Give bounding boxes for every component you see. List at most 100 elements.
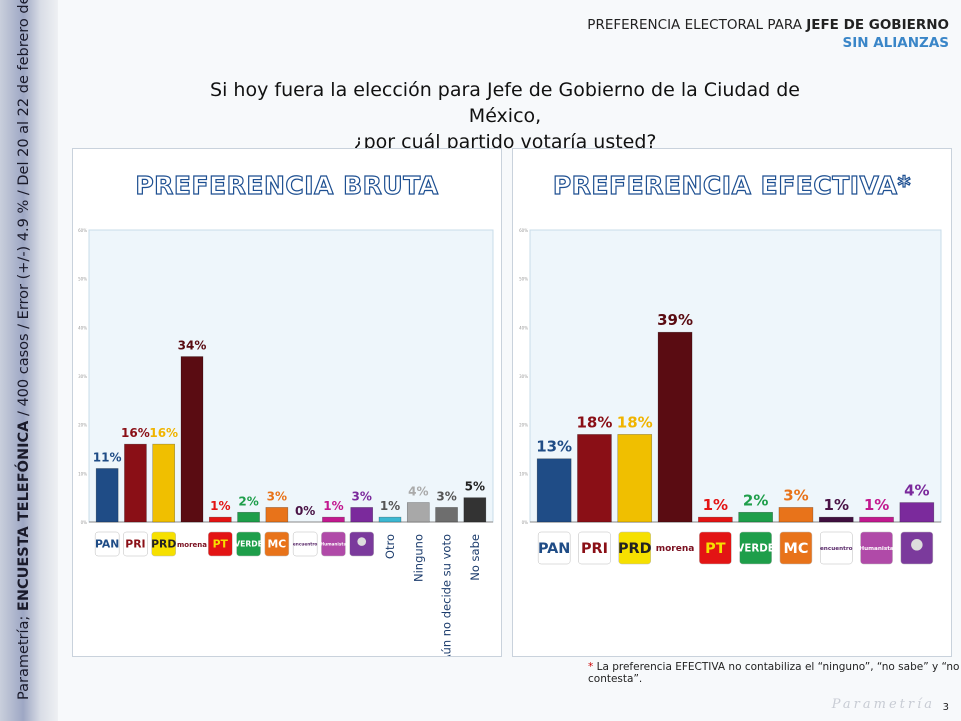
data-label: 1% <box>824 496 849 514</box>
bar-independiente <box>899 502 935 523</box>
bar-encuentro-social <box>818 516 854 523</box>
bar-humanista <box>322 516 345 523</box>
question-line-1: Si hoy fuera la elección para Jefe de Go… <box>210 79 800 127</box>
party-logo-prd <box>618 531 651 565</box>
category-label: No sabe <box>468 534 482 581</box>
party-logo-pt <box>208 531 233 557</box>
data-label: 0% <box>295 504 315 518</box>
data-label: 1% <box>703 496 728 514</box>
data-label: 2% <box>238 494 258 508</box>
category-label: Aún no decide su voto <box>440 534 454 656</box>
survey-question: Si hoy fuera la elección para Jefe de Go… <box>180 77 830 155</box>
source-prefix: Parametría; <box>16 611 32 700</box>
survey-methodology-note: Parametría; ENCUESTA TELEFÓNICA / 400 ca… <box>16 0 32 700</box>
survey-type: ENCUESTA TELEFÓNICA <box>16 420 32 612</box>
bar-pan <box>536 458 572 523</box>
independent-silhouette-icon <box>357 537 367 546</box>
bar-pan <box>95 468 119 523</box>
category-label: Ninguno <box>411 534 425 582</box>
party-logo-text: encuentro <box>293 541 317 547</box>
y-tick-label: 20% <box>519 423 528 428</box>
chart-title: PREFERENCIA BRUTA <box>135 170 439 200</box>
bar-morena <box>180 356 204 523</box>
bar-pri <box>577 434 612 523</box>
data-label: 13% <box>536 438 572 456</box>
bar-movimiento-ciudadano <box>265 507 289 523</box>
chart-preferencia-efectiva: 0% 10% 20% 30% 40% 50% 60% 13% PAN 18% PRI 18% PRD 39… <box>519 228 942 565</box>
y-tick-label: 50% <box>78 277 87 282</box>
party-logo-pan <box>94 531 120 557</box>
data-label: 1% <box>864 496 889 514</box>
morena-logo: morena <box>656 544 695 554</box>
bar-movimiento-ciudadano <box>778 507 814 523</box>
data-label: 1% <box>323 499 343 513</box>
panel-preferencia-efectiva: PREFERENCIA EFECTIVA* 0% 10% 20% 30% 40% 50% 6… <box>512 148 952 657</box>
question-line-2: ¿por cuál partido votaría usted? <box>353 131 657 153</box>
y-tick-label: 40% <box>519 325 528 330</box>
data-label: 16% <box>121 426 150 440</box>
footnote-star: * <box>588 661 594 673</box>
party-logo-pri <box>123 531 148 557</box>
bar-prd <box>617 434 653 523</box>
data-label: 5% <box>465 480 485 494</box>
data-label: 4% <box>904 482 929 500</box>
y-tick-label: 20% <box>78 423 87 428</box>
data-label: 3% <box>436 489 456 503</box>
party-logo-text: Humanista <box>321 541 347 547</box>
data-label: 18% <box>617 413 653 431</box>
party-logo-text: VERDE <box>737 542 775 554</box>
party-logo-text: PT <box>705 541 726 557</box>
party-logo-prd <box>151 531 176 557</box>
data-label: 1% <box>380 499 400 513</box>
party-logo-pt <box>699 531 732 565</box>
data-label: 34% <box>178 339 207 353</box>
data-label: 3% <box>352 489 372 503</box>
header-subtitle: SIN ALIANZAS <box>842 35 949 51</box>
y-tick-label: 60% <box>519 228 528 233</box>
data-label: 3% <box>267 489 287 503</box>
party-logo-text: Humanista <box>859 546 894 552</box>
category-label: Otro <box>383 534 397 559</box>
bar-aún-no-decide-su-voto <box>435 507 458 523</box>
data-label: 2% <box>743 491 768 509</box>
y-tick-label: 10% <box>519 471 528 476</box>
bar-independiente <box>350 507 374 523</box>
data-label: 4% <box>408 485 428 499</box>
y-tick-label: 0% <box>522 520 529 525</box>
bar-humanista <box>859 516 894 523</box>
party-logo-movimiento-ciudadano <box>779 531 813 565</box>
party-logo-encuentro-social <box>820 531 853 565</box>
party-logo-text: PRI <box>125 538 145 551</box>
bar-morena <box>657 331 693 523</box>
party-logo-pri <box>578 531 611 565</box>
data-label: 39% <box>657 311 693 329</box>
party-logo-text: PAN <box>95 538 119 551</box>
party-logo-text: PRD <box>618 541 652 557</box>
bar-verde <box>738 511 773 523</box>
y-tick-label: 60% <box>78 228 87 233</box>
panel-preferencia-bruta: PREFERENCIA BRUTA 0% 10% 20% 30% 40% 50% 60% 11… <box>72 148 502 662</box>
bar-pri <box>124 443 147 523</box>
party-logo-encuentro-social <box>292 531 318 557</box>
chart-preferencia-bruta: 0% 10% 20% 30% 40% 50% 60% 11% PAN 16% PRI 16% PRD 34… <box>78 228 494 662</box>
party-logo-verde <box>739 531 772 565</box>
page-number: 3 <box>942 702 949 713</box>
chart-title: PREFERENCIA EFECTIVA* <box>552 170 912 200</box>
data-label: 16% <box>149 426 178 440</box>
y-tick-label: 50% <box>519 277 528 282</box>
party-logo-humanista <box>860 531 893 565</box>
slide-header: PREFERENCIA ELECTORAL PARA JEFE DE GOBIE… <box>587 17 949 33</box>
party-logo-text: PRD <box>151 538 176 551</box>
bar-otro <box>378 516 402 523</box>
independent-silhouette-icon <box>911 539 923 551</box>
parametria-watermark: Parametría <box>831 697 935 712</box>
footnote-text: La preferencia EFECTIVA no contabiliza e… <box>588 661 960 685</box>
plot-area <box>88 229 494 523</box>
decorative-tree-strip <box>0 0 58 721</box>
party-logo-text: PRI <box>581 541 608 557</box>
party-logo-humanista <box>321 531 346 557</box>
y-tick-label: 30% <box>78 374 87 379</box>
party-logo-text: MC <box>784 541 809 557</box>
data-label: 1% <box>210 499 230 513</box>
